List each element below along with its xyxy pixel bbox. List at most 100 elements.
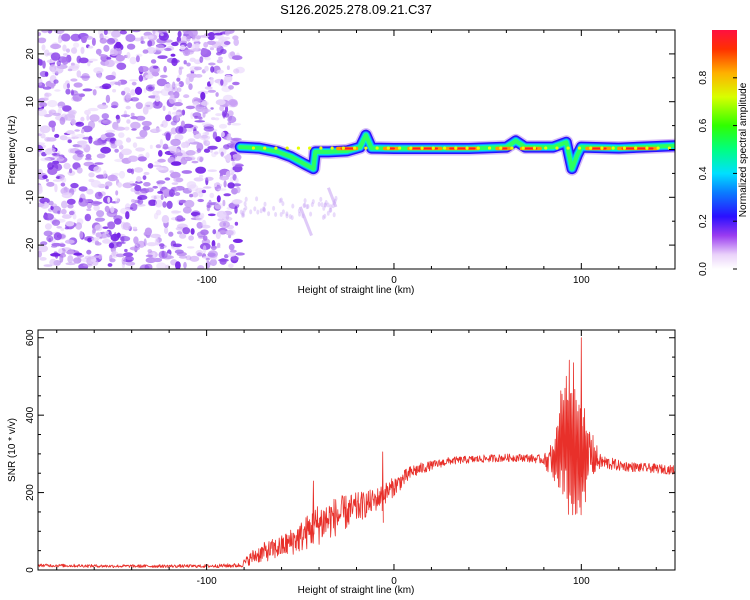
x-tick-label: 0 — [391, 576, 397, 587]
noise-speckle — [323, 213, 327, 219]
noise-blob — [126, 51, 131, 59]
noise-blob — [153, 164, 162, 168]
figure-title: S126.2025.278.09.21.C37 — [280, 2, 432, 17]
noise-blob — [219, 175, 230, 181]
noise-blob — [65, 220, 75, 227]
noise-blob — [122, 222, 131, 231]
noise-blob — [105, 129, 116, 133]
noise-blob — [96, 210, 105, 218]
noise-blob — [86, 188, 94, 195]
noise-blob — [41, 44, 46, 51]
noise-blob — [233, 163, 244, 168]
noise-blob — [61, 56, 69, 65]
noise-blob — [49, 258, 57, 266]
noise-blob — [133, 37, 142, 42]
noise-blob — [43, 230, 53, 237]
noise-blob — [107, 263, 113, 267]
noise-blob — [92, 89, 97, 96]
noise-blob — [99, 33, 104, 40]
noise-blob — [182, 227, 191, 235]
colorbar-gradient — [712, 30, 737, 269]
noise-blob — [152, 252, 156, 259]
signal-dot — [532, 146, 537, 150]
noise-blob — [38, 184, 43, 192]
noise-blob — [128, 155, 139, 162]
noise-blob — [79, 143, 87, 149]
noise-blob — [208, 199, 212, 208]
noise-blob — [224, 254, 229, 259]
signal-dot — [263, 146, 267, 150]
noise-blob — [209, 77, 214, 85]
noise-blob — [172, 243, 182, 248]
noise-blob — [225, 30, 230, 36]
noise-blob — [93, 166, 102, 173]
noise-blob — [140, 188, 150, 194]
noise-blob — [104, 59, 115, 68]
y-tick-label: 400 — [25, 406, 36, 423]
noise-blob — [150, 59, 157, 64]
noise-blob — [143, 182, 151, 187]
noise-blob — [70, 62, 75, 66]
noise-blob — [234, 221, 239, 226]
noise-blob — [94, 162, 104, 165]
noise-blob — [138, 65, 146, 73]
signal-dot — [454, 146, 458, 150]
noise-blob — [203, 148, 211, 153]
signal-dot — [667, 146, 671, 150]
x-tick-label: 100 — [573, 576, 590, 587]
noise-blob — [106, 56, 112, 60]
noise-blob — [190, 228, 195, 235]
signal-dot — [589, 146, 593, 150]
x-tick-label: 0 — [391, 275, 397, 286]
noise-blob — [181, 170, 193, 174]
noise-blob — [220, 48, 227, 55]
noise-blob — [197, 252, 203, 257]
noise-blob — [53, 65, 64, 74]
noise-blob — [219, 258, 227, 265]
noise-blob — [88, 172, 95, 178]
y-tick-label: 600 — [25, 329, 36, 346]
noise-speckle — [305, 204, 309, 210]
noise-blob — [184, 140, 190, 148]
noise-blob — [156, 167, 164, 171]
noise-blob — [70, 182, 79, 189]
noise-blob — [43, 264, 53, 267]
noise-blob — [145, 254, 154, 258]
noise-blob — [155, 44, 165, 52]
noise-blob — [51, 219, 61, 226]
signal-dot — [296, 146, 301, 150]
noise-blob — [70, 33, 81, 42]
noise-blob — [73, 252, 83, 256]
noise-blob — [121, 148, 132, 156]
noise-blob — [200, 229, 209, 236]
noise-blob — [121, 90, 126, 96]
noise-blob — [100, 146, 111, 154]
noise-blob — [152, 90, 160, 96]
noise-blob — [106, 38, 116, 45]
noise-blob — [44, 201, 48, 205]
noise-blob — [233, 68, 240, 74]
noise-blob — [44, 223, 52, 230]
noise-blob — [52, 112, 61, 116]
noise-blob — [47, 100, 58, 108]
noise-blob — [110, 49, 118, 57]
noise-blob — [131, 199, 136, 203]
noise-speckle — [253, 206, 257, 212]
noise-blob — [60, 227, 65, 232]
noise-blob — [220, 79, 224, 86]
signal-dot — [341, 146, 345, 150]
noise-blob — [114, 126, 126, 131]
noise-blob — [176, 113, 180, 122]
noise-blob — [218, 123, 228, 129]
noise-blob — [76, 70, 82, 78]
noise-blob — [73, 42, 80, 48]
streak — [298, 206, 313, 237]
noise-speckle — [322, 205, 326, 211]
noise-blob — [216, 69, 224, 74]
noise-blob — [201, 101, 209, 106]
signal-dot — [465, 146, 469, 150]
noise-blob — [94, 224, 103, 232]
noise-blob — [204, 176, 214, 181]
noise-blob — [231, 199, 243, 204]
